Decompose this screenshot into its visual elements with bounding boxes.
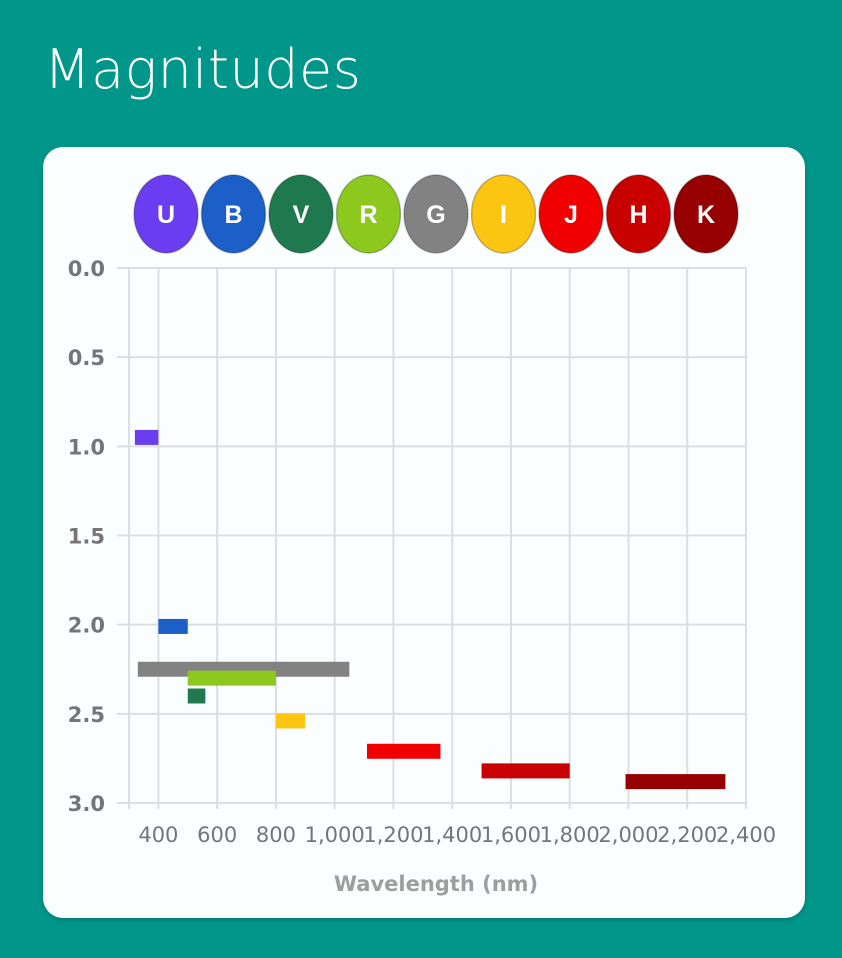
legend-chip-label: V [293,201,310,229]
bar-b [158,618,188,634]
y-tick-label: 2.0 [68,614,105,638]
legend-chip-h [605,174,672,254]
legend-chip-b [200,174,267,254]
legend-chip-k [673,174,739,254]
x-tick-label: 1,200 [363,823,423,847]
bar-k [625,774,726,790]
x-tick-label: 800 [256,823,296,847]
x-tick-label: 1,400 [422,823,482,847]
legend-chip-r [335,174,402,254]
x-tick-label: 2,200 [657,823,717,847]
bar-u [134,429,159,445]
chart-bars [134,429,726,790]
x-tick-label: 1,600 [481,823,541,847]
y-tick-label: 0.0 [68,257,105,281]
legend-chip-i [470,174,537,254]
y-axis-ticks: 0.0 0.5 1.0 1.5 2.0 2.5 3.0 [68,257,105,816]
bar-r [187,670,276,686]
x-tick-label: 400 [138,823,178,847]
chart-grid [117,267,747,809]
x-tick-label: 600 [197,823,237,847]
x-tick-label: 1,800 [540,823,600,847]
y-tick-label: 3.0 [68,792,105,816]
y-tick-label: 1.0 [68,435,105,459]
legend-chip-label: K [697,201,715,229]
page-title: Magnitudes [44,38,362,101]
legend-chip-label: H [629,201,647,229]
legend-chip-label: R [359,201,377,229]
legend-chip-label: J [564,201,578,229]
legend-chip-j [538,174,604,254]
x-tick-label: 1,000 [305,823,365,847]
magnitudes-chart: U B V R G I J H K 0.0 0.5 1.0 1.5 2.0 2.5 3.0 400 600 80… [68,174,776,896]
legend-chip-g [403,174,469,254]
bar-j [366,743,441,759]
legend-chip-label: U [157,201,175,229]
y-tick-label: 1.5 [68,525,105,549]
legend-chip-u [133,174,199,254]
bar-i [275,713,306,729]
legend-chip-label: B [224,201,242,229]
x-tick-label: 2,400 [716,823,776,847]
bar-v [187,688,206,704]
legend-chip-label: G [426,201,445,229]
x-axis-title: Wavelength (nm) [334,872,538,896]
x-tick-label: 2,000 [598,823,658,847]
x-axis-ticks: 400 600 800 1,0001,2001,4001,6001,8002,0002… [138,823,776,847]
chart-card: U B V R G I J H K 0.0 0.5 1.0 1.5 2.0 2.5 3.0 400 600 80… [43,147,805,918]
y-tick-label: 2.5 [68,703,105,727]
y-tick-label: 0.5 [68,346,105,370]
legend-chip-label: I [500,201,507,229]
legend-chip-v [268,174,334,254]
bar-h [481,763,570,779]
